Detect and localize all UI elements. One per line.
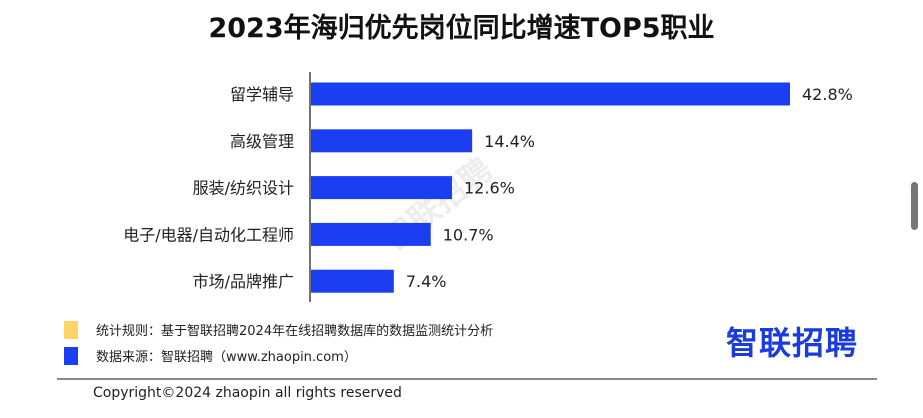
- chart-title: 2023年海归优先岗位同比增速TOP5职业: [208, 13, 715, 44]
- bar: [311, 222, 431, 246]
- legend-text: 统计规则：基于智联招聘2024年在线招聘数据库的数据监测统计分析: [96, 324, 494, 339]
- scrollbar-thumb[interactable]: [911, 182, 918, 230]
- category-label: 市场/品牌推广: [193, 272, 294, 291]
- legend-swatch-blue: [64, 346, 78, 365]
- category-label: 服装/纺织设计: [193, 179, 294, 198]
- bar: [311, 82, 790, 106]
- category-label: 高级管理: [230, 132, 294, 151]
- legend-text: 数据来源：智联招聘（www.zhaopin.com）: [96, 350, 357, 365]
- data-label: 10.7%: [443, 225, 494, 244]
- category-label: 留学辅导: [230, 85, 294, 104]
- divider: [57, 378, 877, 380]
- bar-chart: 留学辅导 42.8% 高级管理 14.4% 服装/纺织设计 12.6% 电子/电器/自动化工…: [123, 72, 853, 302]
- bar: [311, 176, 453, 200]
- legend-swatch-yellow: [64, 320, 78, 339]
- legend-item-source: 数据来源：智联招聘（www.zhaopin.com）: [64, 346, 357, 365]
- data-label: 14.4%: [484, 132, 535, 151]
- data-label: 7.4%: [406, 272, 447, 291]
- category-label: 电子/电器/自动化工程师: [123, 225, 294, 244]
- bar: [311, 269, 394, 293]
- legend-item-rule: 统计规则：基于智联招聘2024年在线招聘数据库的数据监测统计分析: [64, 320, 493, 339]
- bar: [311, 129, 473, 153]
- zhaopin-logo: 智联招聘: [726, 324, 859, 362]
- copyright: Copyright©2024 zhaopin all rights reserv…: [93, 385, 402, 401]
- data-label: 42.8%: [802, 85, 853, 104]
- data-label: 12.6%: [464, 179, 515, 198]
